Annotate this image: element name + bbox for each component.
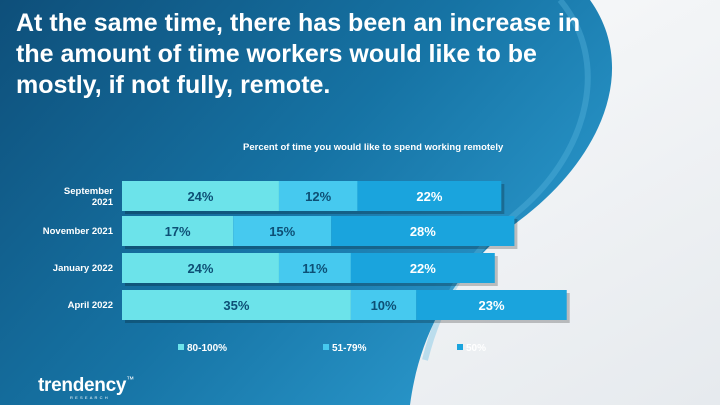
category-label: November 2021 — [43, 226, 114, 237]
bar-segment — [331, 216, 515, 246]
legend-swatch — [178, 344, 184, 350]
logo-subtext: RESEARCH — [70, 395, 110, 400]
data-label: 23% — [478, 298, 504, 313]
data-label: 17% — [165, 224, 191, 239]
data-label: 12% — [305, 189, 331, 204]
legend-swatch — [323, 344, 329, 350]
data-label: 15% — [269, 224, 295, 239]
bar-segment — [357, 181, 502, 211]
data-label: 24% — [187, 261, 213, 276]
bar-segment — [278, 181, 358, 211]
bar-segment — [350, 253, 495, 283]
chart-title: Percent of time you would like to spend … — [243, 142, 504, 153]
data-label: 10% — [371, 298, 397, 313]
legend-swatch — [457, 344, 463, 350]
data-label: 11% — [302, 261, 328, 276]
data-label: 35% — [223, 298, 249, 313]
logo-text: trendency — [38, 375, 127, 396]
bar-segment — [122, 216, 234, 246]
category-label: April 2022 — [68, 300, 113, 311]
slide-headline: At the same time, there has been an incr… — [16, 9, 581, 99]
data-label: 24% — [187, 189, 213, 204]
data-label: 22% — [410, 261, 436, 276]
bar-segment — [122, 253, 279, 283]
legend-label: 80-100% — [187, 343, 227, 354]
category-label: January 2022 — [53, 263, 113, 274]
bar-segment — [350, 290, 417, 320]
bar-segment — [122, 181, 279, 211]
bar-segment — [233, 216, 332, 246]
bar-segment — [122, 290, 351, 320]
legend-label: 51-79% — [332, 343, 367, 354]
data-label: 22% — [416, 189, 442, 204]
bar-segment — [416, 290, 567, 320]
category-label: September 2021 — [64, 186, 114, 208]
data-label: 28% — [410, 224, 436, 239]
bar-segment — [278, 253, 351, 283]
legend-label: 50% — [466, 343, 486, 354]
trendency-logo: trendency™ — [38, 375, 134, 396]
